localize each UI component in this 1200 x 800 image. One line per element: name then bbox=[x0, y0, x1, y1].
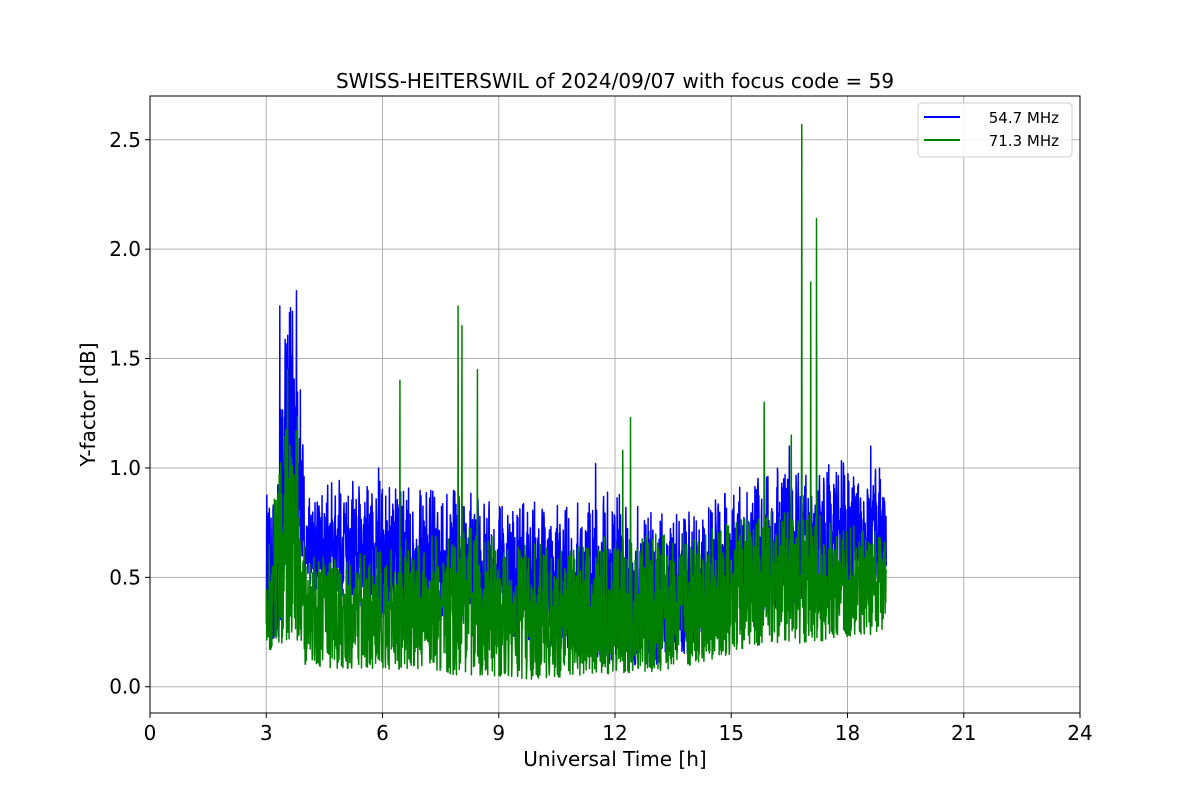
y-tick-label: 1.0 bbox=[109, 456, 141, 480]
legend: 54.7 MHz 71.3 MHz bbox=[917, 102, 1073, 158]
x-tick-label: 24 bbox=[1067, 721, 1092, 745]
y-tick-label: 0.5 bbox=[109, 565, 141, 589]
legend-label-54-7-mhz: 54.7 MHz bbox=[989, 109, 1059, 127]
y-tick-label: 2.0 bbox=[109, 237, 141, 261]
x-tick-label: 3 bbox=[260, 721, 273, 745]
x-tick-label: 15 bbox=[719, 721, 744, 745]
x-tick-label: 12 bbox=[602, 721, 627, 745]
series-layer bbox=[265, 123, 887, 680]
x-axis: 0 3 6 9 12 15 18 21 24 bbox=[144, 713, 1093, 745]
x-tick-label: 21 bbox=[951, 721, 976, 745]
y-tick-label: 2.5 bbox=[109, 128, 141, 152]
series-line-71-3-mhz bbox=[265, 123, 887, 680]
y-tick-label: 0.0 bbox=[109, 675, 141, 699]
x-axis-label: Universal Time [h] bbox=[523, 747, 706, 771]
legend-label-71-3-mhz: 71.3 MHz bbox=[989, 132, 1059, 150]
x-tick-label: 6 bbox=[376, 721, 389, 745]
x-tick-label: 18 bbox=[835, 721, 860, 745]
x-tick-label: 0 bbox=[144, 721, 157, 745]
y-axis: 0.0 0.5 1.0 1.5 2.0 2.5 bbox=[109, 128, 150, 699]
y-axis-label: Y-factor [dB] bbox=[76, 342, 100, 467]
x-tick-label: 9 bbox=[492, 721, 505, 745]
y-tick-label: 1.5 bbox=[109, 347, 141, 371]
chart-title: SWISS-HEITERSWIL of 2024/09/07 with focu… bbox=[336, 69, 894, 93]
